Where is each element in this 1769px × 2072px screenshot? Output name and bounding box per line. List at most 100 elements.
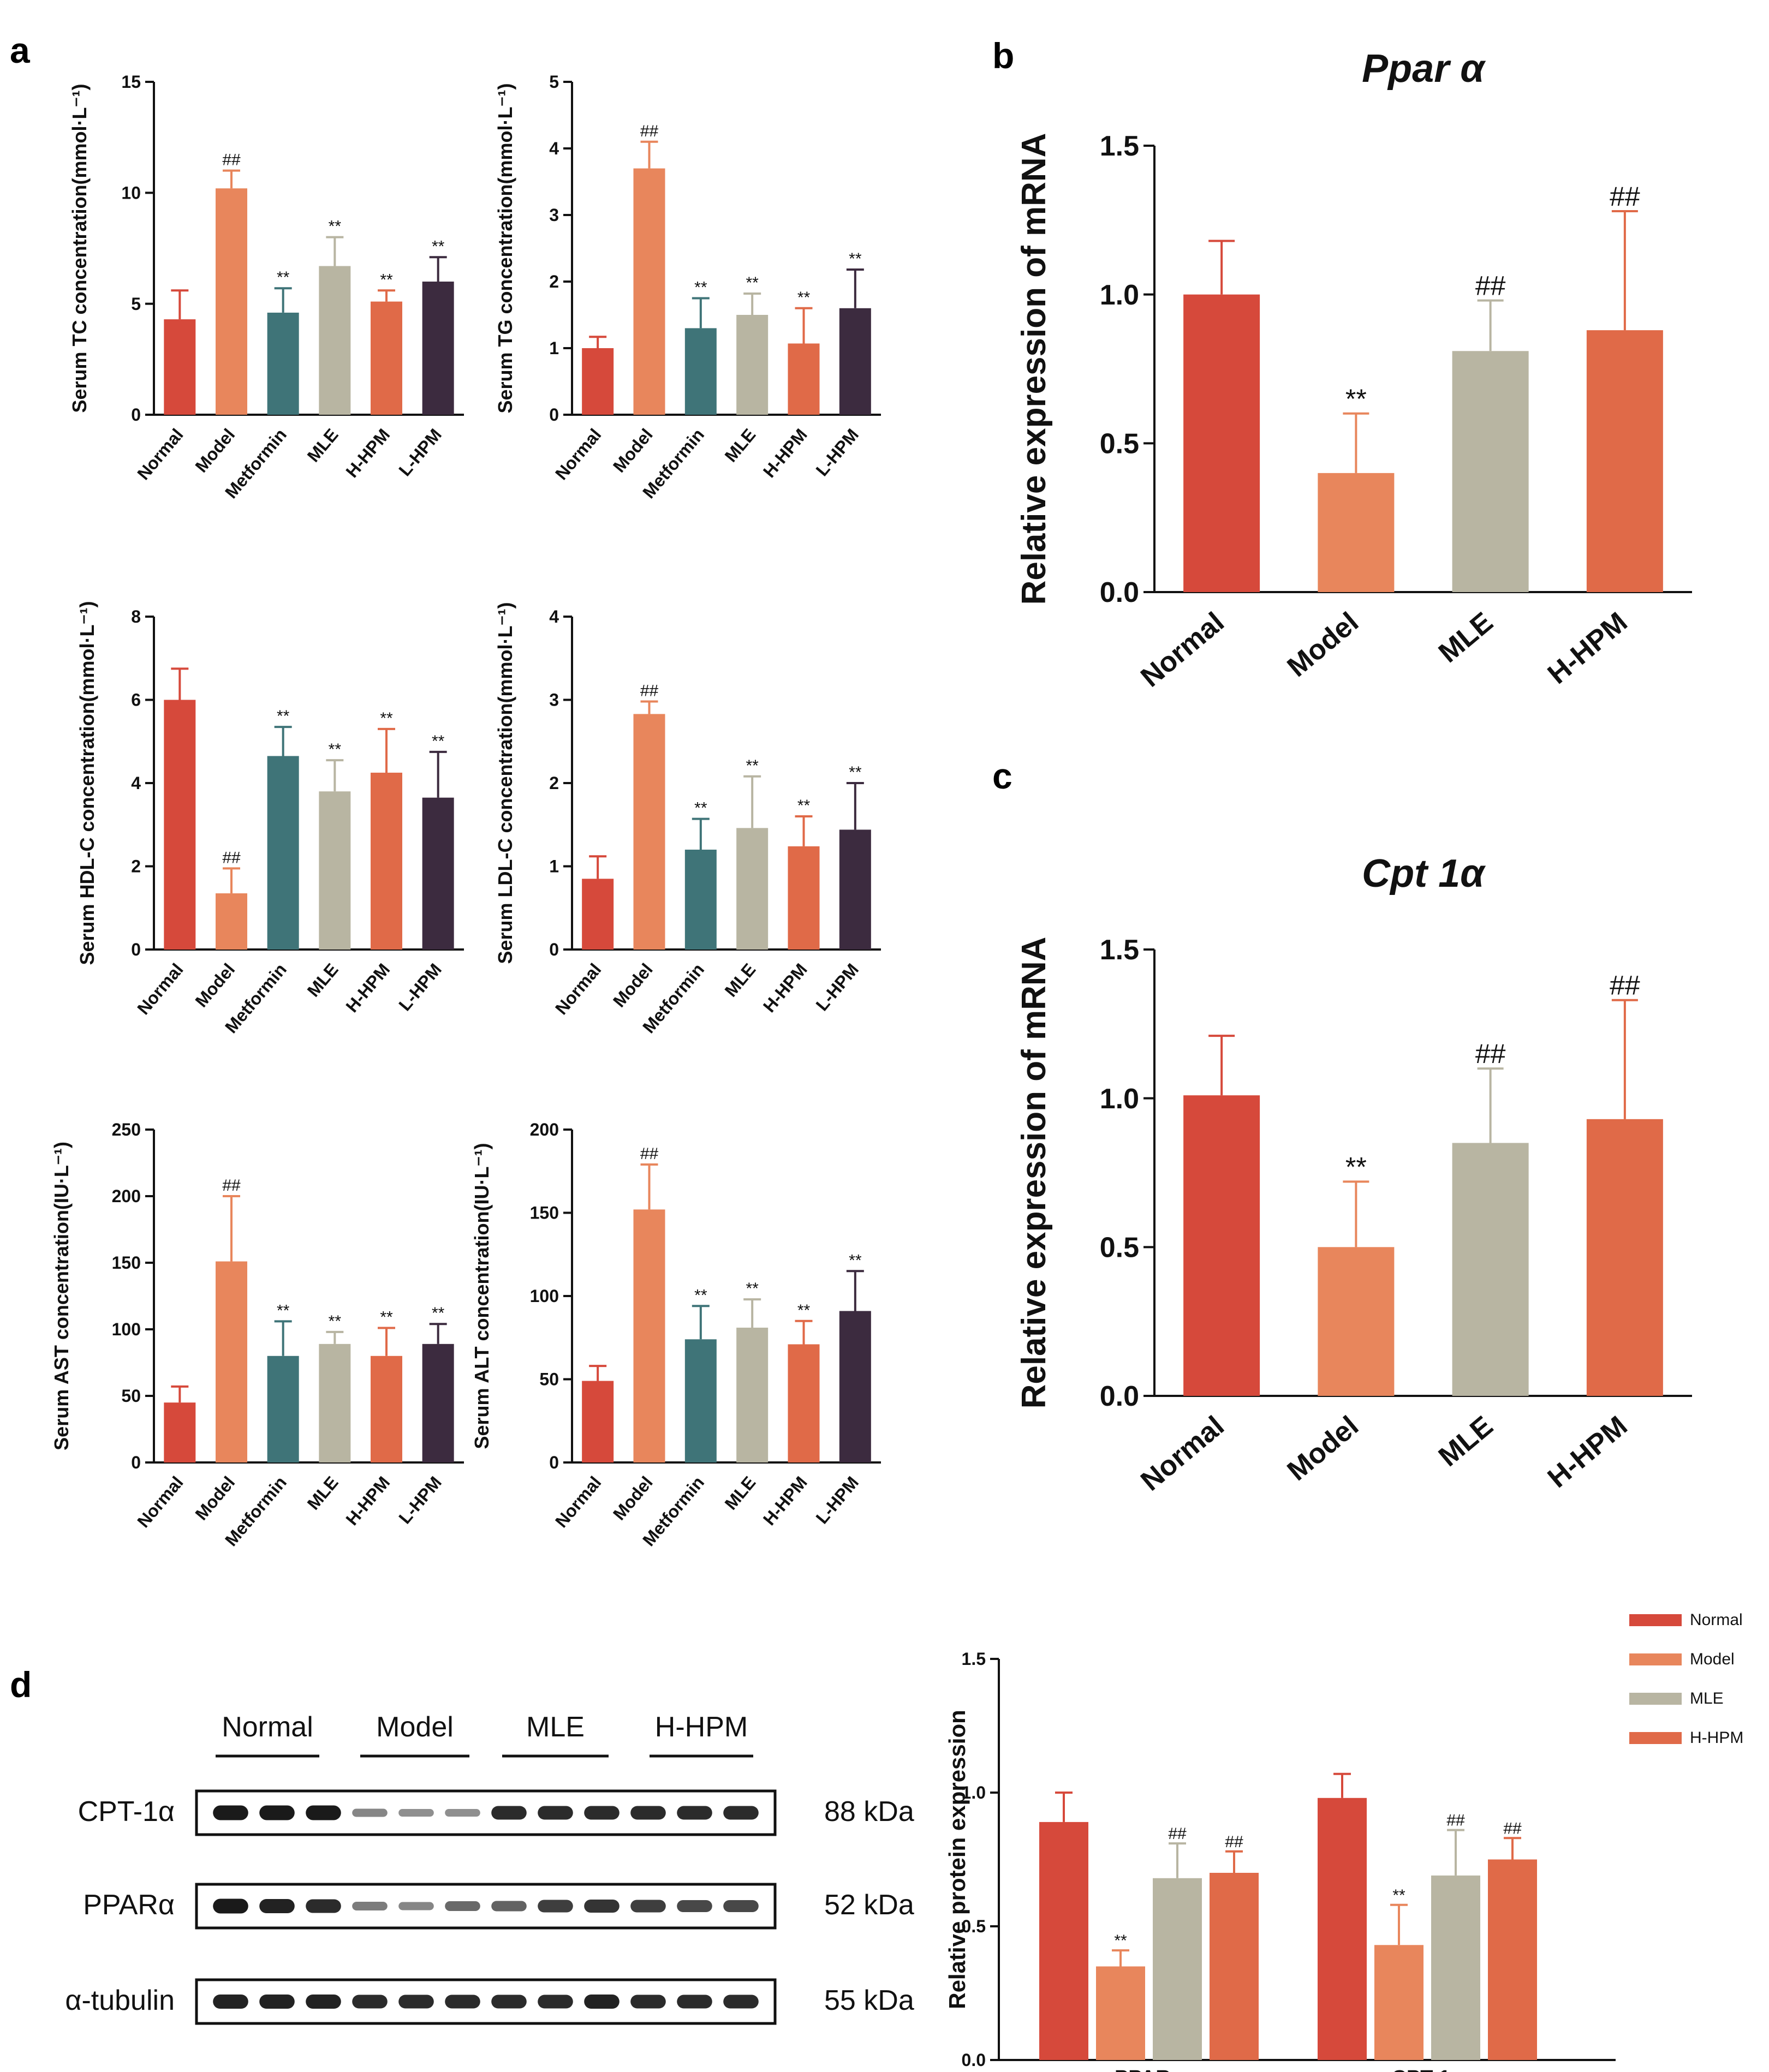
- blot-band: [491, 1995, 527, 2009]
- legend-label: MLE: [1690, 1689, 1724, 1707]
- bar-group: **: [736, 757, 769, 950]
- y-axis-title: Serum LDL-C concentration(mmol·L⁻¹): [494, 602, 516, 964]
- bar: [736, 1327, 769, 1462]
- y-tick-label: 0: [549, 940, 559, 959]
- blot-group-label: MLE: [526, 1711, 585, 1743]
- y-tick-label: 1.0: [1100, 279, 1139, 311]
- bar-group: **: [422, 732, 454, 950]
- blot-band: [398, 1902, 434, 1910]
- y-tick-label: 3: [549, 205, 559, 225]
- bar-group: **: [736, 274, 769, 415]
- x-tick-label: L-HPM: [812, 425, 862, 480]
- blot-band: [538, 1806, 573, 1820]
- legend: Normal Model MLE H-HPM: [1629, 1611, 1743, 1747]
- x-tick-label: Model: [191, 960, 239, 1011]
- significance-label: **: [329, 1312, 342, 1330]
- bar-group: ##: [633, 122, 665, 415]
- bar-group: **: [371, 709, 402, 950]
- x-tick-label: Normal: [133, 425, 187, 484]
- x-tick-label: Normal: [551, 1473, 605, 1532]
- y-tick-label: 0.0: [962, 2050, 986, 2070]
- legend-swatch: [1629, 1653, 1682, 1665]
- bar-group: [1318, 1772, 1367, 2060]
- significance-label: ##: [222, 151, 241, 169]
- bar-group: [1039, 1792, 1088, 2060]
- x-tick-label: Normal: [1135, 1410, 1230, 1497]
- x-tick-label: Normal: [551, 425, 605, 484]
- bar-group: ##: [1586, 181, 1663, 592]
- y-tick-label: 100: [530, 1286, 559, 1306]
- significance-label: ##: [1610, 970, 1640, 1001]
- bar: [216, 188, 247, 415]
- bar: [371, 301, 402, 415]
- bar-group: **: [1096, 1932, 1145, 2060]
- significance-label: ##: [1503, 1819, 1522, 1837]
- bar: [1183, 294, 1260, 592]
- panel-label-b: b: [992, 35, 1014, 76]
- chart-title: Ppar α: [1362, 47, 1486, 91]
- y-tick-label: 200: [112, 1186, 141, 1206]
- blot-band: [445, 1809, 480, 1817]
- x-tick-label: L-HPM: [395, 425, 445, 480]
- legend-label: H-HPM: [1690, 1729, 1743, 1747]
- blot-band: [306, 1899, 341, 1913]
- blot-band: [213, 1805, 248, 1820]
- x-tick-label: H-HPM: [1542, 606, 1634, 690]
- blot-band: [723, 1806, 759, 1820]
- y-axis-title: Serum TC concentration(mmol·L⁻¹): [68, 83, 91, 413]
- bar: [319, 266, 351, 415]
- bar: [788, 1344, 820, 1462]
- bar: [422, 797, 454, 950]
- bar: [1488, 1859, 1537, 2060]
- bar-group: **: [684, 279, 717, 415]
- bar-group: **: [267, 1301, 299, 1462]
- blot-band: [630, 1995, 666, 2009]
- x-tick-label: Model: [609, 425, 657, 476]
- blot-band: [445, 1901, 480, 1911]
- blot-band: [259, 1995, 295, 2009]
- y-tick-label: 1.0: [1100, 1083, 1139, 1115]
- blot-size-label: 55 kDa: [824, 1985, 914, 2016]
- bar: [684, 328, 717, 415]
- significance-label: **: [746, 274, 759, 292]
- y-tick-label: 0: [131, 405, 141, 425]
- bar-group: **: [1318, 384, 1395, 592]
- bar-group: ##: [1586, 970, 1663, 1396]
- x-tick-label: MLE: [1433, 1410, 1499, 1473]
- bar: [267, 312, 299, 415]
- significance-label: ##: [1446, 1812, 1465, 1830]
- blot-band: [630, 1900, 666, 1913]
- bar-group: [1183, 240, 1260, 592]
- y-tick-label: 100: [112, 1319, 141, 1339]
- x-tick-label: Model: [1282, 1410, 1365, 1487]
- x-tick-label: Normal: [1135, 606, 1230, 694]
- significance-label: **: [1114, 1932, 1127, 1950]
- significance-label: **: [797, 797, 811, 815]
- bar: [1183, 1095, 1260, 1396]
- bar: [371, 1356, 402, 1462]
- bar-group: [582, 336, 614, 415]
- significance-label: **: [746, 1280, 759, 1298]
- x-tick-label: H-HPM: [759, 425, 811, 481]
- bar: [1318, 1798, 1367, 2060]
- blot-band: [259, 1899, 295, 1913]
- panel-label-a: a: [10, 30, 31, 70]
- blot-band: [259, 1805, 295, 1820]
- x-tick-label: Model: [1282, 606, 1365, 683]
- legend-label: Model: [1690, 1650, 1735, 1668]
- x-tick-label: MLE: [303, 425, 342, 466]
- blot-band: [398, 1995, 434, 2009]
- y-tick-label: 0: [131, 1453, 141, 1472]
- y-tick-label: 250: [112, 1120, 141, 1139]
- y-tick-label: 4: [549, 139, 559, 158]
- y-tick-label: 4: [131, 773, 141, 793]
- chart-a3: 0 2 4 6 8 Serum HDL-C concentration(mmol·L⁻¹)…: [76, 601, 464, 1037]
- bar-group: **: [422, 237, 454, 415]
- blot-band: [630, 1806, 666, 1820]
- y-tick-label: 150: [112, 1253, 141, 1273]
- blot-size-label: 52 kDa: [824, 1889, 914, 1921]
- bar: [1153, 1878, 1202, 2060]
- y-tick-label: 15: [121, 72, 141, 92]
- bar-group: **: [371, 1309, 402, 1462]
